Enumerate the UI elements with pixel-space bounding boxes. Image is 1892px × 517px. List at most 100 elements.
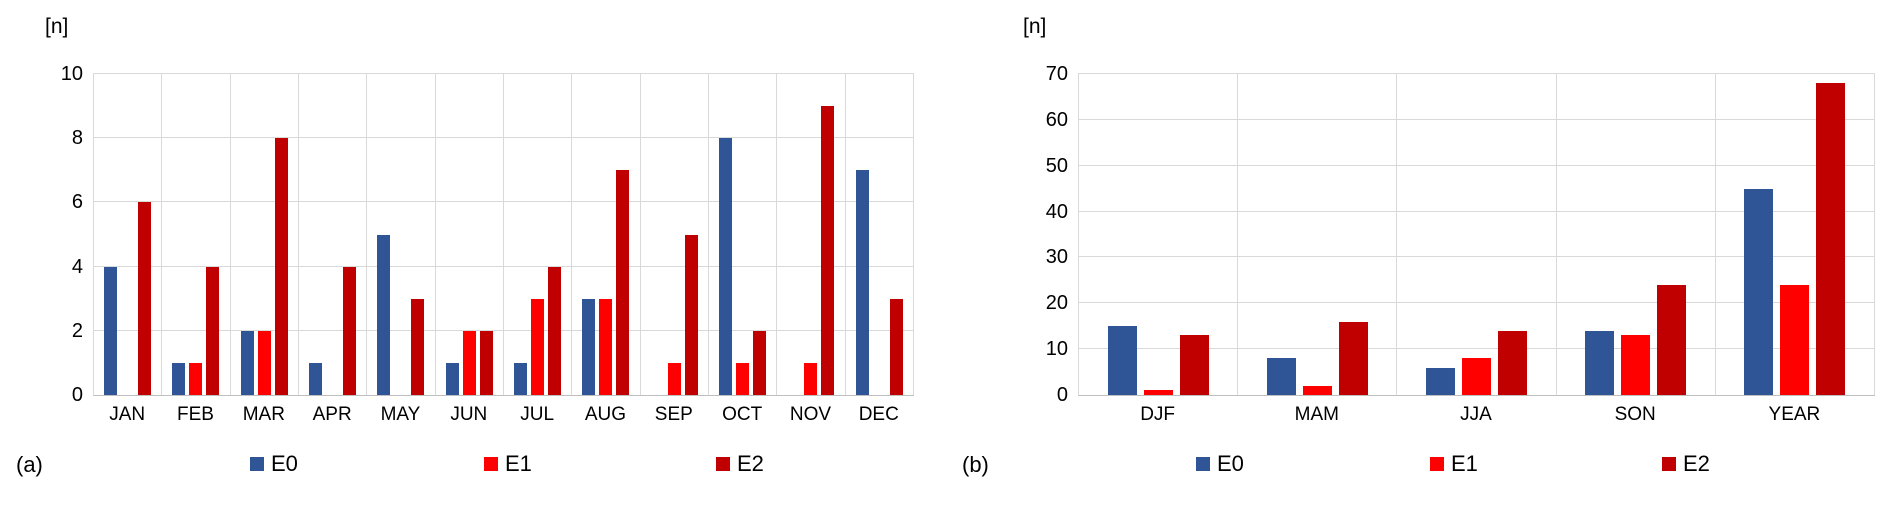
- y-tick-label-6: 6: [71, 191, 83, 214]
- panel-b: [n] 0 10 20 30 40 50 60 70 DJF MAM JJA SON YEAR (b)…: [946, 0, 1892, 517]
- y-tick-label-8: 8: [71, 127, 83, 150]
- category-jan: [94, 74, 163, 395]
- bar-e1-aug: [599, 298, 613, 395]
- legend-swatch-e0: [250, 457, 264, 471]
- x-axis-labels-b: DJF MAM JJA SON YEAR: [1078, 401, 1874, 427]
- x-axis-label-dec: DEC: [858, 403, 899, 425]
- category-apr: [299, 74, 368, 395]
- legend-swatch-e1: [484, 457, 498, 471]
- y-tick-label-30: 30: [1045, 246, 1068, 269]
- legend-a: (a) E0 E1 E2: [0, 449, 946, 483]
- x-axis-label-aug: AUG: [584, 403, 627, 425]
- legend-item-e1: E1: [484, 453, 532, 475]
- bar-e0-jan: [104, 266, 118, 395]
- bar-e0-year: [1744, 188, 1774, 395]
- x-axis-label-mam: MAM: [1294, 403, 1339, 425]
- plot-area-a: 0 2 4 6 8 10: [61, 64, 914, 405]
- x-axis-label-oct: OCT: [722, 403, 763, 425]
- bar-e2-oct: [753, 330, 767, 395]
- category-columns: [94, 74, 914, 395]
- y-tick-label-20: 20: [1045, 292, 1068, 315]
- bar-e0-mar: [240, 330, 254, 395]
- bar-e1-sep: [667, 362, 681, 395]
- y-tick-label-50: 50: [1045, 154, 1068, 177]
- bar-e0-jul: [514, 362, 528, 395]
- category-djf: [1079, 74, 1239, 395]
- bar-e0-mam: [1266, 358, 1296, 395]
- bar-e2-jul: [548, 266, 562, 395]
- legend-swatch-e2: [1662, 457, 1676, 471]
- bar-e1-oct: [736, 362, 750, 395]
- legend-b: (b) E0 E1 E2: [946, 449, 1892, 483]
- legend-swatch-e0: [1196, 457, 1210, 471]
- bar-e1-jul: [531, 298, 545, 395]
- gridline-y-40: [1079, 210, 1875, 212]
- category-mam: [1238, 74, 1398, 395]
- legend-label-e1: E1: [1451, 451, 1478, 476]
- bar-e2-aug: [616, 170, 630, 395]
- category-mar: [231, 74, 299, 395]
- bar-e1-jun: [462, 330, 476, 395]
- gridline-y-60: [1079, 118, 1875, 120]
- bar-e0-apr: [309, 362, 323, 395]
- x-axis-label-jun: JUN: [450, 403, 488, 425]
- category-year: [1716, 74, 1876, 395]
- panel-a: [n] 0 2 4 6 8 10 JAN FEB MAR APR MAY JUN JUL AUG SEP O…: [0, 15, 946, 483]
- y-tick-label-0: 0: [71, 384, 83, 406]
- gridline-y-30: [1079, 256, 1875, 258]
- legend-label-e2: E2: [737, 451, 764, 476]
- bar-e2-jun: [479, 330, 493, 395]
- bar-e1-nov: [804, 362, 818, 395]
- x-axis-label-jul: JUL: [520, 403, 555, 425]
- bar-e0-oct: [719, 138, 733, 395]
- x-axis-label-jja: JJA: [1460, 403, 1492, 425]
- y-tick-label-70: 70: [1045, 63, 1068, 85]
- bar-e2-may: [411, 298, 425, 395]
- y-tick-label-10: 10: [60, 63, 83, 85]
- y-axis-unit-label-a: [n]: [45, 15, 69, 38]
- legend-item-e1: E1: [1430, 453, 1478, 475]
- bar-e2-djf: [1179, 335, 1209, 395]
- y-tick-label-60: 60: [1045, 108, 1068, 131]
- bar-e2-son: [1657, 284, 1687, 395]
- category-columns: [1079, 74, 1876, 395]
- y-tick-label-4: 4: [71, 255, 83, 278]
- x-axis-label-djf: DJF: [1140, 403, 1176, 425]
- bar-e2-apr: [343, 266, 357, 395]
- bar-e0-djf: [1107, 326, 1137, 395]
- category-aug: [572, 74, 641, 395]
- plot-area-b: 0 10 20 30 40 50 60 70: [1046, 64, 1876, 405]
- legend-item-e2: E2: [1662, 453, 1710, 475]
- bar-e1-mam: [1302, 385, 1332, 395]
- gridline-y-2: [94, 329, 914, 331]
- bar-e1-son: [1621, 335, 1651, 395]
- bar-e2-jja: [1498, 330, 1527, 395]
- category-dec: [846, 74, 914, 395]
- y-tick-label-0: 0: [1056, 384, 1068, 406]
- category-jul: [504, 74, 573, 395]
- category-jun: [436, 74, 504, 395]
- legend-label-e1: E1: [505, 451, 532, 476]
- legend-label-e0: E0: [1217, 451, 1244, 476]
- category-feb: [162, 74, 231, 395]
- bar-e2-jan: [138, 202, 152, 395]
- bar-e2-year: [1816, 83, 1846, 395]
- y-tick-label-2: 2: [71, 319, 83, 342]
- legend-item-e2: E2: [716, 453, 764, 475]
- x-axis-label-jan: JAN: [109, 403, 146, 425]
- category-jja: [1397, 74, 1557, 395]
- x-axis-label-son: SON: [1614, 403, 1656, 425]
- bar-e1-year: [1780, 284, 1810, 395]
- panel-label-a: (a): [16, 452, 43, 477]
- bar-e2-sep: [684, 234, 698, 395]
- x-axis-label-sep: SEP: [654, 403, 693, 425]
- bar-e1-mar: [257, 330, 271, 395]
- x-axis-label-may: MAY: [380, 403, 421, 425]
- y-tick-label-40: 40: [1045, 200, 1068, 223]
- legend-swatch-e1: [1430, 457, 1444, 471]
- bar-e2-mar: [274, 138, 288, 395]
- gridline-y-50: [1079, 164, 1875, 166]
- bar-e1-djf: [1143, 390, 1173, 395]
- bar-e0-aug: [582, 298, 596, 395]
- x-axis-label-mar: MAR: [242, 403, 285, 425]
